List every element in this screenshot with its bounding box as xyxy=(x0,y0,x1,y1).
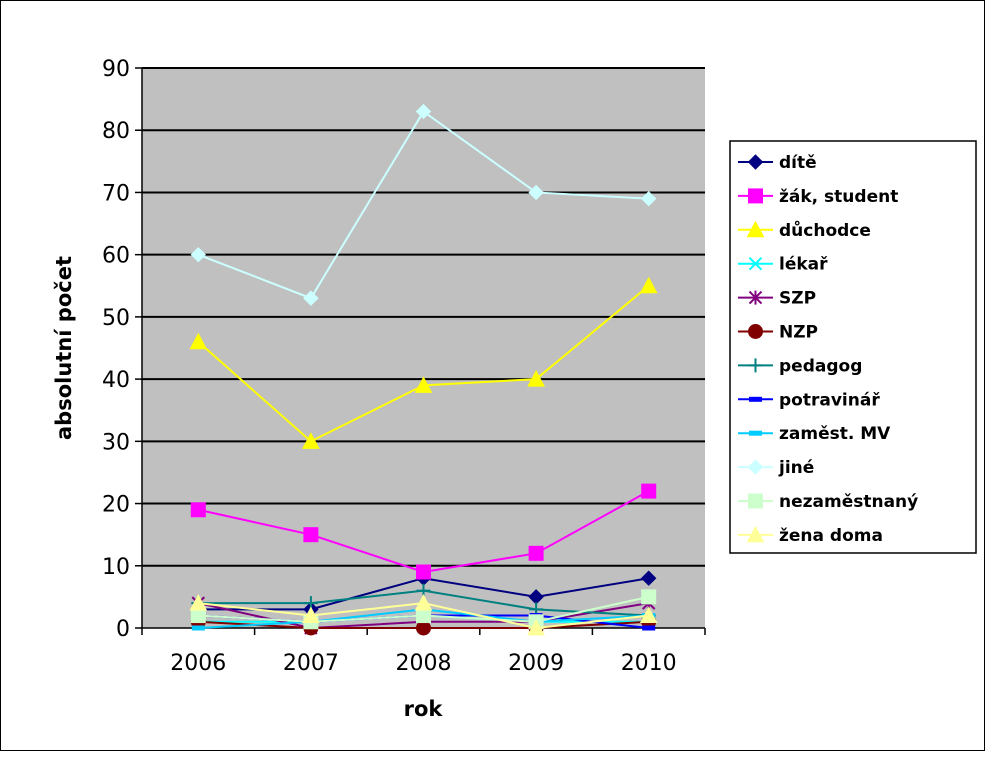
legend-marker xyxy=(748,290,763,305)
y-tick-label: 40 xyxy=(102,368,130,393)
data-point xyxy=(527,618,545,636)
y-tick-label: 90 xyxy=(102,57,130,82)
legend-label: dítě xyxy=(779,153,817,173)
data-point xyxy=(303,290,319,306)
data-point xyxy=(527,370,545,387)
data-point xyxy=(528,545,544,561)
data-point xyxy=(190,608,206,624)
y-tick-label: 70 xyxy=(102,181,130,206)
legend-marker xyxy=(747,459,764,475)
series-10 xyxy=(190,103,657,306)
legend-item: lékař xyxy=(738,255,828,275)
data-point xyxy=(416,608,431,624)
data-point xyxy=(639,276,658,294)
legend-label: žena doma xyxy=(779,526,883,546)
legend-item: SZP xyxy=(738,289,816,309)
legend-items: dítě žák, student důchodce lékař SZP NZP pedag… xyxy=(738,153,918,546)
legend-marker xyxy=(748,256,763,271)
data-point xyxy=(190,246,207,263)
marker-stroke xyxy=(748,256,763,271)
legend-item: důchodce xyxy=(738,219,871,241)
data-point xyxy=(641,483,657,499)
data-point xyxy=(303,527,319,543)
x-tick-label: 2007 xyxy=(283,651,339,676)
gridlines xyxy=(142,67,705,567)
series-3 xyxy=(189,276,658,449)
y-tick-label: 50 xyxy=(102,306,130,331)
data-point xyxy=(639,606,658,624)
legend-item: žák, student xyxy=(738,187,898,207)
series-11 xyxy=(190,589,657,630)
legend-marker xyxy=(746,220,765,238)
y-tick-label: 30 xyxy=(102,430,130,455)
y-tick-label: 10 xyxy=(102,555,130,580)
legend-label: lékař xyxy=(779,255,828,275)
legend-label: žák, student xyxy=(779,187,898,207)
data-point xyxy=(191,625,205,631)
data-point xyxy=(416,620,431,636)
legend-marker xyxy=(748,188,763,204)
data-point xyxy=(642,625,656,631)
legend-label: SZP xyxy=(779,289,816,309)
data-point xyxy=(640,190,657,207)
legend-marker xyxy=(748,493,763,509)
y-tick-label: 20 xyxy=(102,493,130,518)
series-2 xyxy=(190,483,657,580)
data-point xyxy=(641,589,657,605)
data-point xyxy=(302,606,320,624)
legend-marker xyxy=(748,324,763,339)
y-axis-ticks: 0 10 20 30 40 50 60 70 80 90 xyxy=(102,57,142,642)
legend-item: zaměst. MV xyxy=(738,424,891,444)
series-12 xyxy=(189,594,658,636)
legend-label: potravinář xyxy=(779,390,880,410)
legend-label: jiné xyxy=(778,458,814,478)
legend-marker xyxy=(749,396,762,402)
y-tick-label: 80 xyxy=(102,119,130,144)
y-axis-title: absolutní počet xyxy=(52,256,76,440)
legend-item: jiné xyxy=(738,458,814,478)
x-tick-label: 2010 xyxy=(621,651,677,676)
data-point xyxy=(414,594,433,611)
legend-box xyxy=(729,140,977,554)
series-layer xyxy=(189,103,658,636)
legend-marker xyxy=(749,430,762,436)
data-point xyxy=(190,502,206,518)
plot-area xyxy=(142,68,705,628)
legend-label: zaměst. MV xyxy=(779,424,891,444)
legend-marker xyxy=(746,525,765,543)
legend-label: NZP xyxy=(779,323,818,343)
legend-marker xyxy=(747,154,764,170)
legend-label: důchodce xyxy=(779,219,871,241)
legend-item: žena doma xyxy=(738,525,883,546)
data-point xyxy=(302,432,320,449)
data-point xyxy=(414,376,433,393)
legend-marker xyxy=(748,358,763,373)
legend-label: nezaměstnaný xyxy=(779,492,918,512)
x-tick-label: 2008 xyxy=(396,651,452,676)
legend: dítě žák, student důchodce lékař SZP NZP pedag… xyxy=(729,140,977,554)
y-tick-label: 0 xyxy=(116,617,130,642)
x-axis-ticks: 2006 2007 2008 2009 2010 xyxy=(141,628,706,676)
data-point xyxy=(640,570,657,586)
x-tick-label: 2006 xyxy=(170,651,226,676)
data-point xyxy=(528,184,544,201)
legend-item: NZP xyxy=(738,323,818,343)
x-axis-title: rok xyxy=(404,697,444,721)
legend-item: nezaměstnaný xyxy=(738,492,918,512)
data-point xyxy=(189,594,208,611)
data-point xyxy=(189,332,208,350)
legend-item: pedagog xyxy=(738,356,862,376)
x-tick-label: 2009 xyxy=(508,651,564,676)
legend-item: potravinář xyxy=(738,390,880,410)
data-point xyxy=(416,564,431,580)
legend-label: pedagog xyxy=(779,356,862,376)
legend-item: dítě xyxy=(738,153,817,173)
data-point xyxy=(415,103,432,120)
y-tick-label: 60 xyxy=(102,244,130,269)
